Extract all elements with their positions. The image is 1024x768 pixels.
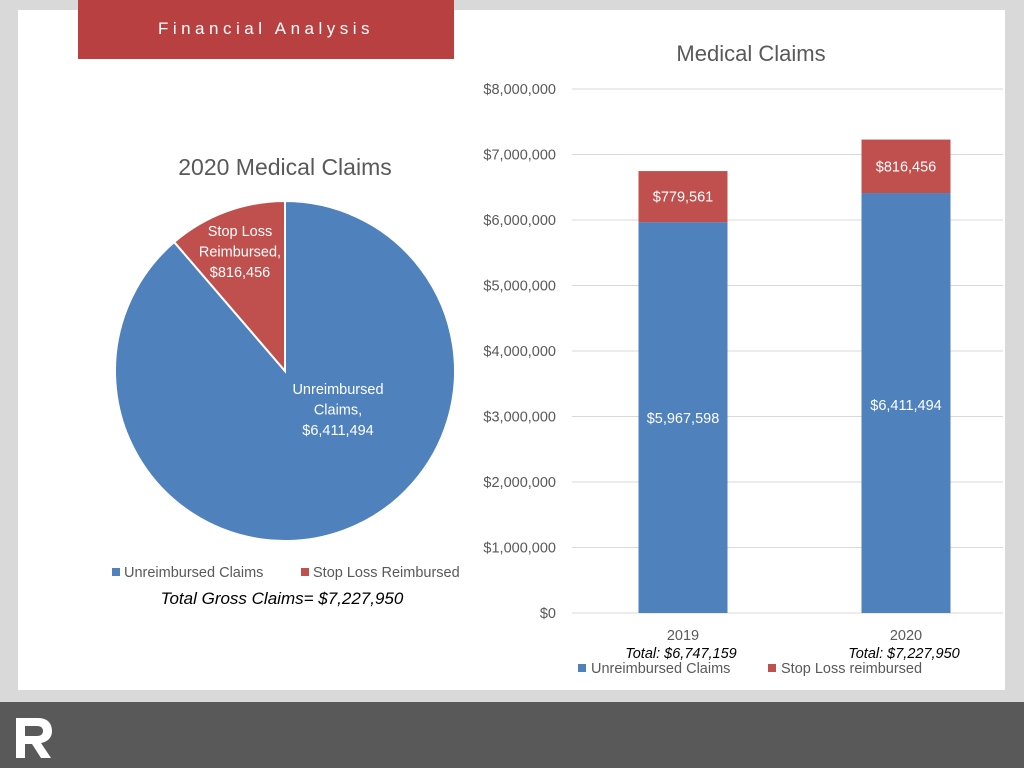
bar-segment-2019-stop-loss <box>638 171 728 223</box>
category-total-label: Total: $6,747,159 <box>625 646 737 662</box>
pie-slices <box>114 199 456 542</box>
pie-data-label: $816,456 <box>210 265 270 281</box>
x-tick-label: 2020 <box>890 628 922 644</box>
y-tick-label: $3,000,000 <box>483 410 556 426</box>
bar-data-label: $816,456 <box>876 159 936 175</box>
bar-y-tick-labels: $0 $1,000,000 $2,000,000 $3,000,000 $4,000,0… <box>483 82 556 622</box>
logo-r-shape <box>16 718 52 758</box>
legend-swatch <box>301 568 309 576</box>
legend-label: Unreimbursed Claims <box>124 565 263 581</box>
bar-data-label: $779,561 <box>653 190 713 206</box>
y-tick-label: $2,000,000 <box>483 475 556 491</box>
bar-title: Medical Claims <box>676 41 825 66</box>
pie-data-label: Unreimbursed <box>292 382 383 398</box>
x-tick-label: 2019 <box>667 628 699 644</box>
pie-slice-stop-loss-reimbursed <box>172 199 286 374</box>
legend-label: Stop Loss reimbursed <box>781 661 922 677</box>
bar-bars <box>638 139 951 614</box>
y-tick-label: $5,000,000 <box>483 279 556 295</box>
legend-swatch <box>768 664 776 672</box>
legend-swatch <box>578 664 586 672</box>
header-banner: Financial Analysis <box>78 0 454 59</box>
pie-data-label: Claims, <box>314 403 362 419</box>
bar-data-labels: $5,967,598 $779,561 $6,411,494 $816,456 <box>647 159 942 427</box>
y-tick-label: $0 <box>540 606 556 622</box>
legend-label: Unreimbursed Claims <box>591 661 730 677</box>
y-tick-label: $1,000,000 <box>483 541 556 557</box>
bar-data-label: $6,411,494 <box>870 398 942 414</box>
charts-canvas: 2020 Medical Claims Unreimbursed Claims, $… <box>112 41 1003 677</box>
pie-legend: Unreimbursed Claims Stop Loss Reimbursed <box>112 565 460 581</box>
pie-footnote: Total Gross Claims= $7,227,950 <box>161 589 404 608</box>
category-total-label: Total: $7,227,950 <box>848 646 960 662</box>
bar-segment-2019-unreimbursed <box>638 222 728 614</box>
y-tick-label: $6,000,000 <box>483 213 556 229</box>
pie-labels: Unreimbursed Claims, $6,411,494 Stop Loss Re… <box>199 224 384 439</box>
y-tick-label: $4,000,000 <box>483 344 556 360</box>
bar-legend: Unreimbursed Claims Stop Loss reimbursed <box>578 661 922 677</box>
pie-data-label: $6,411,494 <box>302 423 374 439</box>
pie-title: 2020 Medical Claims <box>178 154 391 180</box>
pie-data-label: Reimbursed, <box>199 245 281 261</box>
bar-data-label: $5,967,598 <box>647 411 720 427</box>
bar-chart: Medical Claims $0 $1,000,000 $2,000,000 $3,… <box>483 41 1003 677</box>
company-logo <box>16 718 52 758</box>
bar-segment-2020-unreimbursed <box>861 193 951 613</box>
legend-label: Stop Loss Reimbursed <box>313 565 460 581</box>
header-title: Financial Analysis <box>157 19 375 38</box>
bar-segment-2020-stop-loss <box>861 139 951 194</box>
footer-bar <box>0 702 1024 768</box>
legend-swatch <box>112 568 120 576</box>
bar-x-tick-labels: 2019 Total: $6,747,159 2020 Total: $7,227,9… <box>625 628 960 662</box>
y-tick-label: $7,000,000 <box>483 148 556 164</box>
pie-chart: 2020 Medical Claims Unreimbursed Claims, $… <box>112 154 460 608</box>
pie-data-label: Stop Loss <box>208 224 273 240</box>
y-tick-label: $8,000,000 <box>483 82 556 98</box>
